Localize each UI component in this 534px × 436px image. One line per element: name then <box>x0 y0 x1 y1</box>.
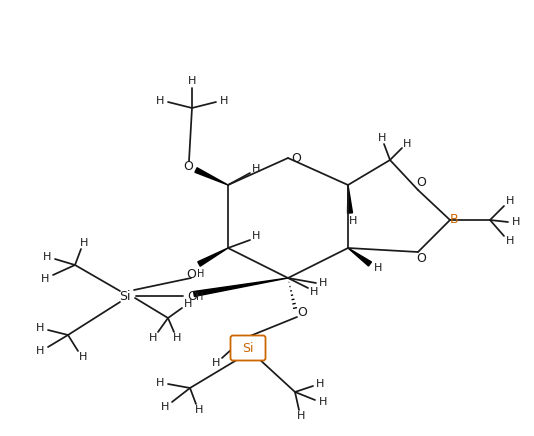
Text: H: H <box>80 238 88 248</box>
Polygon shape <box>194 278 288 296</box>
Text: H: H <box>161 402 169 412</box>
FancyBboxPatch shape <box>231 335 265 361</box>
Text: H: H <box>156 96 164 106</box>
Text: H: H <box>220 96 228 106</box>
Text: H: H <box>149 333 157 343</box>
Text: O: O <box>183 160 193 173</box>
Text: H: H <box>36 346 44 356</box>
Text: O: O <box>186 268 196 280</box>
Text: O: O <box>297 307 307 320</box>
Polygon shape <box>195 168 228 185</box>
Text: H: H <box>197 292 203 302</box>
Text: H: H <box>403 139 411 149</box>
Polygon shape <box>348 248 372 266</box>
Text: H: H <box>79 352 87 362</box>
Text: H: H <box>506 196 514 206</box>
Text: H: H <box>512 217 520 227</box>
Text: H: H <box>36 323 44 333</box>
Polygon shape <box>198 248 228 266</box>
Text: H: H <box>173 333 181 343</box>
Text: H: H <box>212 358 220 368</box>
Text: H: H <box>319 278 327 288</box>
Text: Si: Si <box>119 290 131 303</box>
Text: B: B <box>450 214 458 226</box>
Text: H: H <box>349 216 357 226</box>
Text: H: H <box>43 252 51 262</box>
Text: H: H <box>197 269 205 279</box>
Text: H: H <box>252 231 260 241</box>
Text: H: H <box>41 274 49 284</box>
Text: H: H <box>316 379 324 389</box>
Text: H: H <box>184 299 192 309</box>
Text: H: H <box>195 405 203 415</box>
Text: H: H <box>297 411 305 421</box>
Text: H: H <box>310 287 318 297</box>
Text: O: O <box>416 177 426 190</box>
Text: H: H <box>188 76 196 86</box>
Text: H: H <box>252 164 260 174</box>
Text: H: H <box>378 133 386 143</box>
Text: H: H <box>506 236 514 246</box>
Text: O: O <box>291 151 301 164</box>
Text: Si: Si <box>242 341 254 354</box>
Text: O: O <box>187 290 197 303</box>
Text: O: O <box>416 252 426 266</box>
Text: H: H <box>156 378 164 388</box>
Text: H: H <box>319 397 327 407</box>
Text: H: H <box>374 263 382 273</box>
Polygon shape <box>348 185 352 213</box>
